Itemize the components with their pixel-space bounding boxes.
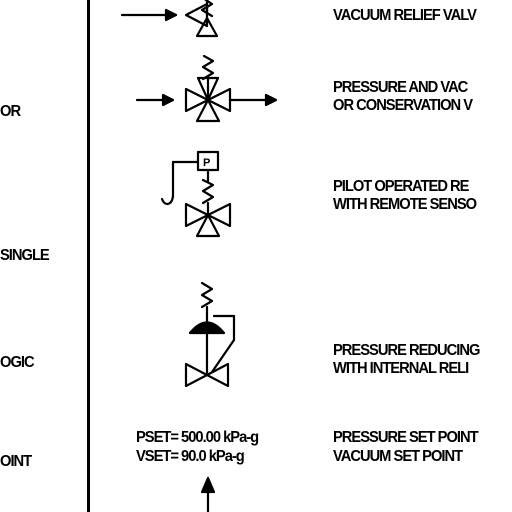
set-point-arrow-symbol [200, 476, 216, 512]
desc-pressure-vacuum-line2: OR CONSERVATION V [333, 97, 473, 114]
vset-value: VSET= 90.0 kPa-g [136, 448, 245, 465]
pilot-operated-valve-symbol: P [160, 150, 232, 238]
pressure-reducing-valve-symbol [184, 281, 236, 388]
desc-setpoint-line2: VACUUM SET POINT [333, 448, 463, 465]
desc-reducing-line2: WITH INTERNAL RELI [333, 360, 469, 377]
desc-setpoint-line1: PRESSURE SET POINT [333, 429, 479, 446]
desc-vacuum-relief: VACUUM RELIEF VALV [333, 7, 477, 24]
desc-pilot-line1: PILOT OPERATED RE [333, 178, 469, 195]
column-divider-line [87, 0, 90, 512]
vacuum-relief-valve-symbol [120, 0, 219, 38]
left-label-4: OINT [0, 453, 32, 470]
left-label-3: OGIC [0, 354, 35, 371]
left-label-2: SINGLE [0, 247, 50, 264]
desc-pilot-line2: WITH REMOTE SENSO [333, 196, 477, 213]
pressure-vacuum-valve-symbol [135, 54, 278, 123]
desc-reducing-line1: PRESSURE REDUCING [333, 342, 480, 359]
left-label-1: OR [0, 103, 21, 120]
desc-pressure-vacuum-line1: PRESSURE AND VAC [333, 79, 468, 96]
pilot-label: P [203, 157, 210, 169]
pset-value: PSET= 500.00 kPa-g [136, 429, 259, 446]
